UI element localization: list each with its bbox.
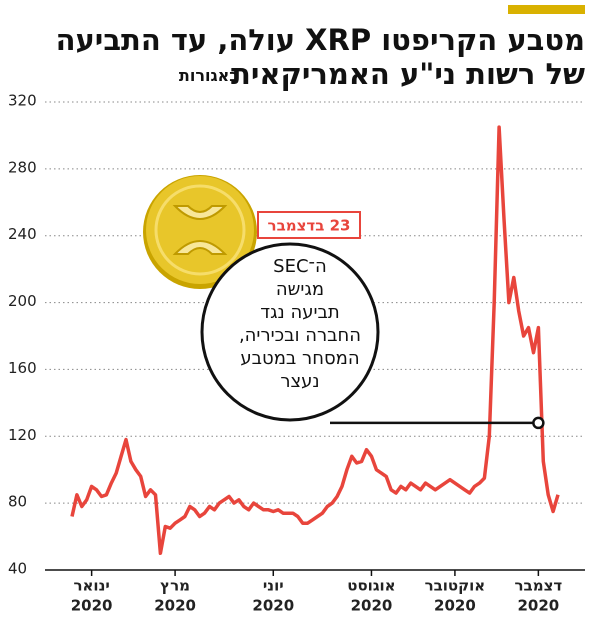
y-tick-label: 320	[8, 92, 37, 110]
chart-title: מטבע הקריפטו XRP עולה, עד התביעה	[56, 23, 585, 57]
coin-ring	[154, 184, 246, 276]
unit-label: באגורות	[179, 66, 239, 85]
date-box	[257, 211, 361, 239]
x-tick-label: אוגוסט	[347, 577, 395, 595]
y-tick-label: 200	[8, 292, 37, 310]
data-line	[70, 125, 560, 556]
accent-bar	[508, 5, 585, 14]
y-tick-label: 40	[8, 560, 27, 578]
x-tick-year: 2020	[434, 597, 476, 615]
x-tick-label: יוני	[263, 577, 284, 595]
callout-text: ה־SEC	[273, 256, 327, 277]
y-tick-label: 280	[8, 158, 37, 176]
subtitle-text: של רשות ני"ע האמריקאית	[231, 57, 585, 91]
callout-text: המסחר במטבע	[240, 348, 359, 369]
callout-text: תביעה נגד	[260, 302, 339, 323]
coin-face	[146, 176, 254, 284]
y-tick-label: 240	[8, 225, 37, 243]
y-tick-label: 120	[8, 426, 37, 444]
x-tick-year: 2020	[517, 597, 559, 615]
x-tick-label: מרץ	[160, 577, 190, 595]
x-tick-label: אוקטובר	[425, 577, 486, 595]
coin-icon	[143, 175, 257, 289]
callout-text: מגישה	[276, 279, 324, 300]
x-tick-year: 2020	[154, 597, 196, 615]
date-label: 23 בדצמבר	[268, 217, 351, 235]
y-tick-label: 80	[8, 493, 27, 511]
callout-text: נעצר	[280, 371, 319, 392]
callout-bubble	[200, 242, 380, 422]
x-tick-label: ינואר	[73, 577, 109, 595]
x-tick-label: דצמבר	[515, 577, 563, 595]
x-tick-year: 2020	[252, 597, 294, 615]
callout-point	[532, 416, 545, 430]
x-tick-year: 2020	[351, 597, 393, 615]
plot	[70, 125, 560, 556]
coin-logo	[172, 205, 228, 255]
y-tick-label: 160	[8, 359, 37, 377]
callout-text: החברה ובכיריה,	[239, 325, 361, 346]
x-tick-year: 2020	[71, 597, 113, 615]
chart-subtitle: של רשות ני"ע האמריקאיתבאגורות	[179, 57, 585, 91]
